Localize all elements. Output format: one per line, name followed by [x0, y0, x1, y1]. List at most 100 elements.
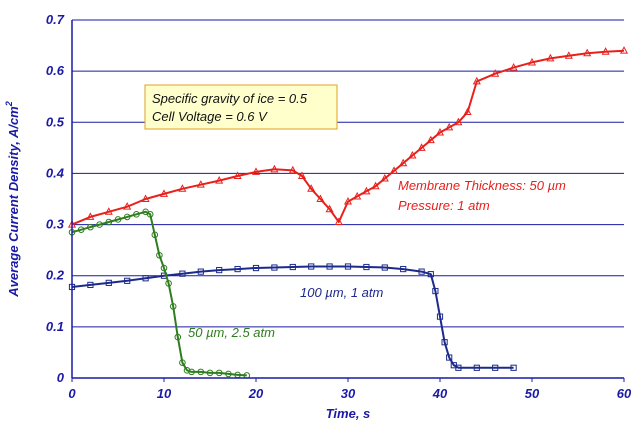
data-point — [271, 264, 278, 271]
data-point — [446, 354, 453, 361]
data-point — [380, 173, 389, 182]
data-point — [196, 180, 205, 188]
data-point — [215, 369, 223, 377]
data-point — [389, 166, 399, 174]
data-point — [141, 194, 150, 202]
data-point — [408, 150, 417, 159]
data-point — [432, 287, 439, 295]
y-tick-label: 0.4 — [46, 165, 65, 180]
data-point — [564, 51, 573, 59]
data-point — [473, 364, 480, 371]
x-tick-label: 50 — [525, 386, 540, 401]
data-point — [316, 194, 325, 202]
x-tick-label: 10 — [157, 386, 172, 401]
data-point — [77, 226, 85, 233]
data-point — [165, 280, 172, 287]
data-point — [454, 117, 463, 126]
data-point — [455, 364, 462, 371]
data-point — [509, 63, 518, 71]
y-axis-title-superscript: 2 — [4, 101, 14, 107]
series-line — [71, 49, 625, 226]
data-point — [124, 277, 131, 284]
data-point — [491, 69, 500, 77]
data-point — [326, 263, 333, 270]
y-axis-title: Average Current Density, A/cm2 — [4, 101, 21, 298]
y-axis-title-text: Average Current Density, A/cm — [6, 106, 21, 298]
x-axis-title: Time, s — [326, 406, 371, 421]
data-point — [399, 158, 408, 167]
ticks-layer: 0 0.1 0.2 0.3 0.4 0.5 0.6 0.7 0 10 20 30 40 50 60 — [46, 12, 631, 401]
data-point — [179, 270, 186, 277]
data-point — [343, 196, 353, 205]
data-point — [307, 184, 316, 192]
series — [68, 263, 517, 371]
data-point — [325, 204, 334, 213]
data-point — [123, 213, 131, 221]
data-point — [105, 218, 113, 226]
data-point — [252, 264, 260, 272]
data-point — [197, 368, 205, 376]
data-point — [146, 211, 154, 218]
data-point — [114, 216, 122, 223]
x-tick-label: 40 — [432, 386, 448, 401]
data-point — [289, 263, 296, 271]
data-point — [87, 223, 94, 231]
data-point — [417, 143, 426, 151]
data-point — [178, 184, 187, 192]
data-point — [206, 369, 214, 377]
data-point — [86, 212, 95, 220]
info-box-line: Cell Voltage = 0.6 V — [152, 109, 268, 124]
data-point — [288, 165, 297, 174]
y-tick-label: 0.3 — [46, 217, 65, 232]
data-point — [297, 171, 307, 179]
data-point — [308, 263, 315, 270]
data-point — [426, 135, 435, 144]
data-point — [216, 266, 223, 274]
data-point — [400, 265, 407, 273]
data-point — [472, 76, 481, 85]
data-point — [463, 107, 472, 116]
data-point — [353, 191, 362, 200]
data-point — [362, 186, 371, 195]
x-tick-label: 60 — [617, 386, 631, 401]
data-point — [510, 364, 517, 371]
data-point — [123, 202, 132, 210]
data-point — [188, 368, 195, 376]
y-tick-label: 0 — [57, 370, 65, 385]
data-point — [363, 263, 370, 271]
y-tick-label: 0.7 — [46, 12, 65, 27]
data-point — [215, 176, 224, 184]
y-tick-label: 0.5 — [46, 114, 65, 129]
info-box-background — [144, 84, 338, 130]
data-point — [169, 303, 177, 310]
data-point — [133, 211, 140, 218]
series-line — [71, 265, 514, 369]
data-point — [159, 189, 169, 197]
series-layer — [67, 46, 629, 379]
x-tick-label: 0 — [68, 386, 76, 401]
data-point — [381, 264, 388, 271]
data-point — [445, 122, 454, 131]
x-tick-label: 30 — [341, 386, 356, 401]
y-tick-label: 0.2 — [46, 268, 65, 283]
series-line — [71, 210, 247, 377]
data-point — [435, 127, 445, 136]
data-point — [156, 251, 163, 259]
data-point — [427, 271, 434, 278]
data-point — [233, 171, 242, 179]
x-tick-label: 20 — [248, 386, 264, 401]
data-point — [197, 268, 204, 275]
y-tick-label: 0.1 — [46, 319, 64, 334]
data-point — [334, 217, 343, 226]
grid-layer — [72, 19, 624, 328]
data-point — [601, 47, 610, 55]
data-point — [160, 264, 168, 272]
data-point — [583, 48, 592, 57]
data-point — [546, 53, 555, 62]
data-point — [418, 268, 425, 275]
data-point — [96, 221, 103, 228]
data-point — [104, 207, 113, 215]
data-point — [436, 313, 444, 320]
data-point — [344, 263, 352, 270]
